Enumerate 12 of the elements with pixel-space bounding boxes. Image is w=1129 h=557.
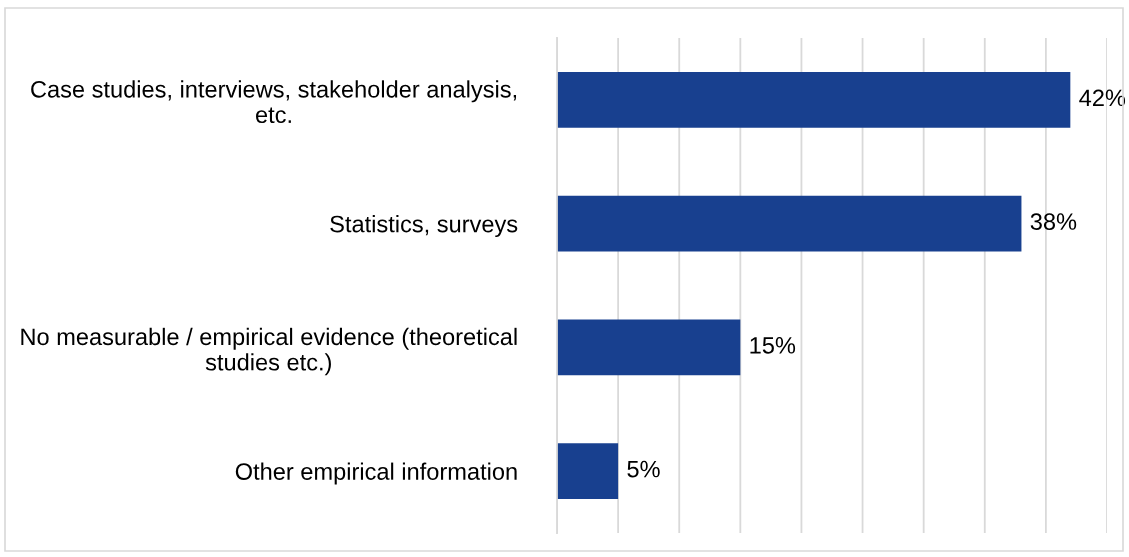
bar — [557, 195, 1022, 252]
y-tick-label: Case studies, interviews, stakeholder analysis, etc. — [31, 80, 517, 124]
bar — [557, 319, 741, 376]
y-tick-label: No measurable / empirical evidence (theoretical studies etc.) — [21, 327, 517, 376]
y-tick-label: Other empirical information — [235, 462, 517, 485]
data-label: 38% — [1030, 213, 1077, 230]
data-label: 5% — [627, 460, 660, 478]
bar — [557, 443, 619, 499]
data-label: 42% — [1079, 89, 1126, 107]
bar — [557, 72, 1071, 128]
y-tick-label: Statistics, surveys — [330, 215, 518, 238]
data-label: 15% — [750, 337, 796, 354]
